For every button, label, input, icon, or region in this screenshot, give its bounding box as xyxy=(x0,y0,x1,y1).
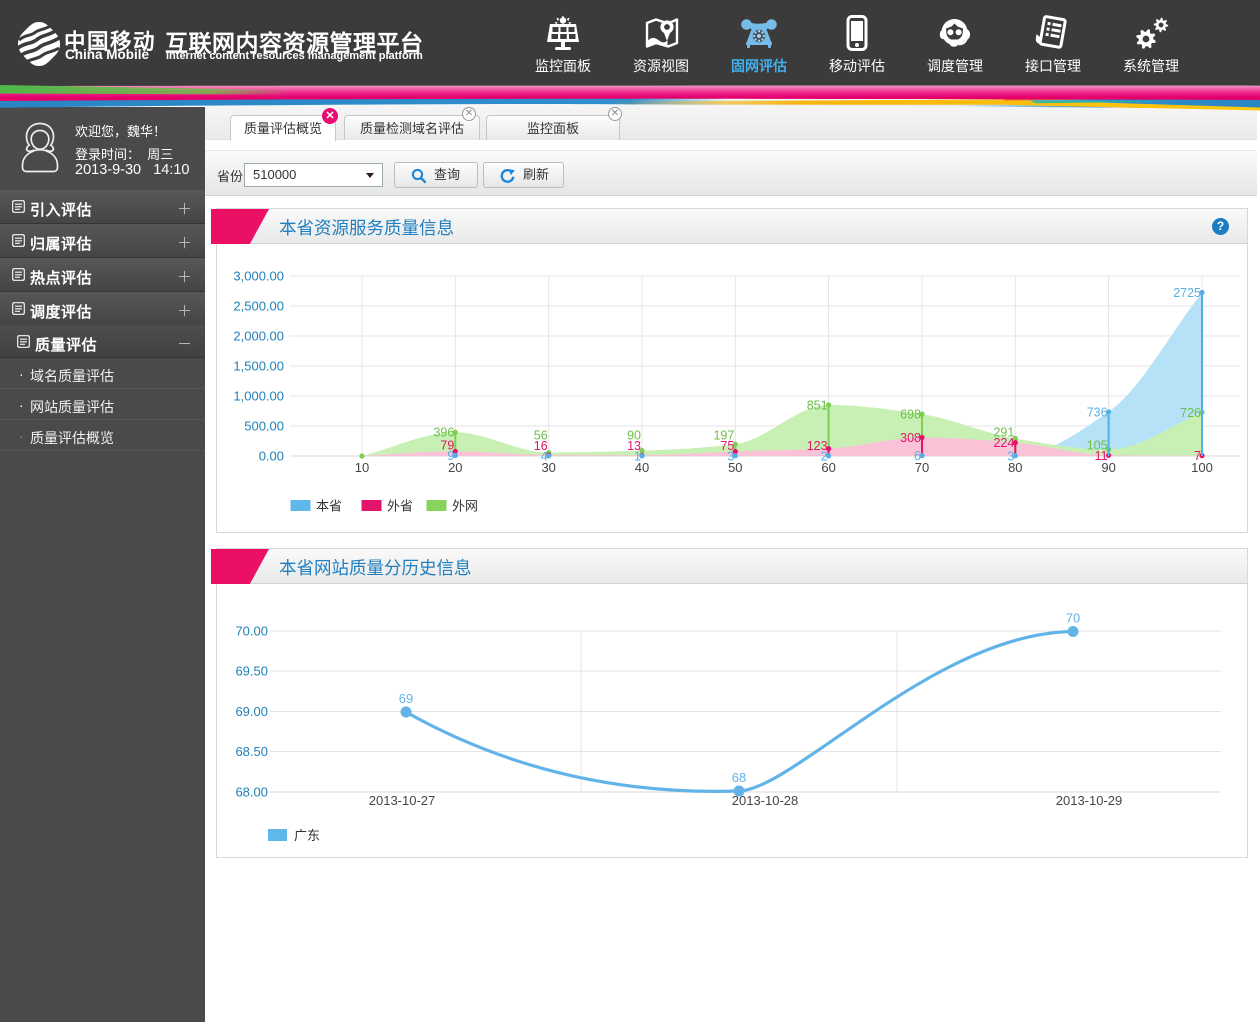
svg-text:291: 291 xyxy=(993,426,1014,440)
svg-text:90: 90 xyxy=(627,428,641,442)
svg-text:2: 2 xyxy=(821,449,828,463)
svg-text:69.50: 69.50 xyxy=(235,664,268,679)
svg-text:3,000.00: 3,000.00 xyxy=(233,269,284,284)
svg-text:11: 11 xyxy=(1095,449,1108,463)
svg-text:197: 197 xyxy=(713,428,734,442)
svg-text:60: 60 xyxy=(821,460,835,475)
svg-text:68: 68 xyxy=(732,770,746,785)
svg-text:外网: 外网 xyxy=(452,499,478,514)
svg-text:396: 396 xyxy=(433,426,454,440)
svg-text:69: 69 xyxy=(399,691,413,706)
svg-text:0.00: 0.00 xyxy=(259,449,284,464)
svg-text:123: 123 xyxy=(807,439,828,453)
svg-text:75: 75 xyxy=(720,439,734,453)
svg-text:外省: 外省 xyxy=(387,499,413,514)
svg-text:851: 851 xyxy=(807,398,828,412)
svg-text:2013-10-28: 2013-10-28 xyxy=(732,793,799,808)
svg-text:4: 4 xyxy=(541,449,548,463)
svg-text:本省: 本省 xyxy=(316,499,342,514)
svg-text:70: 70 xyxy=(1066,611,1080,626)
svg-text:70: 70 xyxy=(915,460,929,475)
svg-text:3: 3 xyxy=(1007,449,1014,463)
svg-text:308: 308 xyxy=(900,431,921,445)
svg-text:2,500.00: 2,500.00 xyxy=(233,299,284,314)
svg-text:20: 20 xyxy=(448,460,462,475)
svg-text:9: 9 xyxy=(447,449,454,463)
svg-text:68.00: 68.00 xyxy=(235,785,268,800)
svg-text:2,000.00: 2,000.00 xyxy=(233,329,284,344)
svg-text:7: 7 xyxy=(1194,449,1201,463)
svg-text:2013-10-29: 2013-10-29 xyxy=(1056,793,1123,808)
svg-text:13: 13 xyxy=(627,439,641,453)
svg-text:30: 30 xyxy=(541,460,555,475)
svg-text:2013-10-27: 2013-10-27 xyxy=(369,793,436,808)
svg-text:10: 10 xyxy=(355,460,369,475)
svg-text:56: 56 xyxy=(534,428,548,442)
svg-text:6: 6 xyxy=(914,449,921,463)
svg-text:224: 224 xyxy=(993,436,1014,450)
svg-text:726: 726 xyxy=(1180,406,1201,420)
svg-text:3: 3 xyxy=(727,449,734,463)
svg-text:40: 40 xyxy=(635,460,649,475)
svg-text:80: 80 xyxy=(1008,460,1022,475)
svg-text:100: 100 xyxy=(1191,460,1213,475)
svg-text:1,500.00: 1,500.00 xyxy=(233,359,284,374)
svg-text:68.50: 68.50 xyxy=(235,744,268,759)
svg-text:736: 736 xyxy=(1087,405,1108,419)
svg-text:2725: 2725 xyxy=(1173,286,1201,300)
svg-text:698: 698 xyxy=(900,408,921,422)
svg-text:90: 90 xyxy=(1101,460,1115,475)
svg-text:105: 105 xyxy=(1087,438,1108,452)
svg-text:1: 1 xyxy=(634,449,641,463)
svg-text:500.00: 500.00 xyxy=(244,419,284,434)
svg-text:1,000.00: 1,000.00 xyxy=(233,389,284,404)
svg-text:70.00: 70.00 xyxy=(235,624,268,639)
svg-text:16: 16 xyxy=(534,439,548,453)
svg-text:69.00: 69.00 xyxy=(235,704,268,719)
svg-text:广东: 广东 xyxy=(294,828,320,843)
svg-text:79: 79 xyxy=(440,439,454,453)
svg-text:50: 50 xyxy=(728,460,742,475)
